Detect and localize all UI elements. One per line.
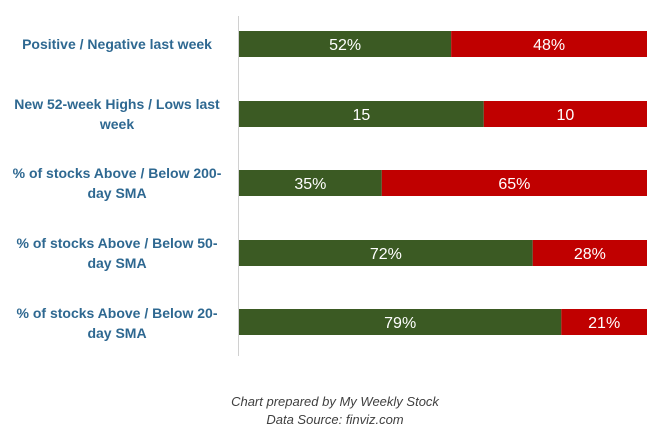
bar-negative-0 <box>451 31 647 57</box>
category-label-positive-negative: Positive / Negative last week <box>22 36 212 52</box>
bar-negative-3 <box>532 240 647 266</box>
data-label-positive-3: 72% <box>370 246 402 263</box>
bar-negative-4 <box>561 309 647 335</box>
data-label-negative-0: 48% <box>533 37 565 54</box>
bar-positive-3 <box>239 240 533 266</box>
bar-negative-2 <box>381 170 647 196</box>
data-label-positive-0: 52% <box>329 37 361 54</box>
bars-group: 52% 48% 15 10 35% 65% 72% 28% 79% 21% <box>239 31 647 335</box>
bar-positive-0 <box>239 31 452 57</box>
data-label-negative-1: 10 <box>557 107 575 124</box>
category-label-200-day-sma: % of stocks Above / Below 200-day SMA <box>12 165 222 201</box>
data-label-negative-2: 65% <box>498 176 530 193</box>
category-label-52-week-highs-lows: New 52-week Highs / Lows last week <box>14 96 220 132</box>
category-label-50-day-sma: % of stocks Above / Below 50-day SMA <box>16 235 218 271</box>
chart-footer-prepared-by: Chart prepared by My Weekly Stock <box>231 394 439 409</box>
data-label-negative-3: 28% <box>574 246 606 263</box>
data-label-positive-2: 35% <box>294 176 326 193</box>
chart-footer-data-source: Data Source: finviz.com <box>266 412 404 427</box>
data-label-positive-4: 79% <box>384 315 416 332</box>
bar-positive-2 <box>239 170 382 196</box>
data-label-negative-4: 21% <box>588 315 620 332</box>
bar-positive-1 <box>239 101 484 127</box>
bar-positive-4 <box>239 309 562 335</box>
data-label-positive-1: 15 <box>353 107 371 124</box>
bar-negative-1 <box>483 101 647 127</box>
category-label-20-day-sma: % of stocks Above / Below 20-day SMA <box>16 305 218 341</box>
